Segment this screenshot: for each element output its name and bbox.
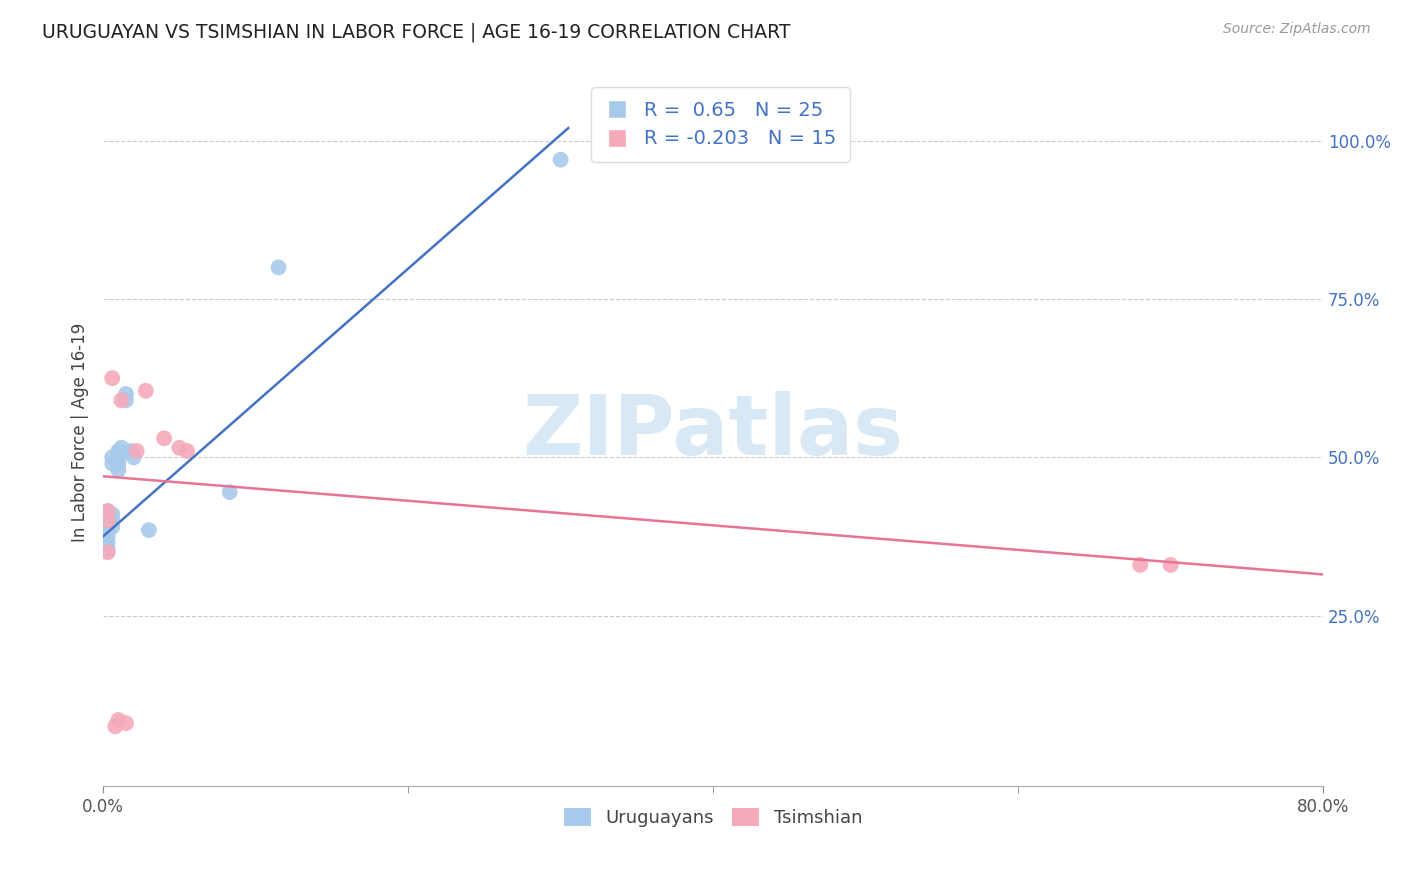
Point [101,371,124,385]
Point [97,542,120,557]
Point [97,529,120,543]
Y-axis label: In Labor Force | Age 16-19: In Labor Force | Age 16-19 [72,322,89,541]
Point [115,387,138,401]
Point [97,504,120,518]
Point [97,545,120,559]
Text: ZIPatlas: ZIPatlas [523,392,904,473]
Point [115,393,138,408]
Point [97,514,120,528]
Point [101,508,124,522]
Point [97,504,120,518]
Point [122,450,145,465]
Point [176,444,198,458]
Point [107,457,129,471]
Text: Source: ZipAtlas.com: Source: ZipAtlas.com [1223,22,1371,37]
Point [107,450,129,465]
Point [1160,558,1182,572]
Point [110,393,132,408]
Point [110,441,132,455]
Point [101,520,124,534]
Point [169,441,191,455]
Point [267,260,290,275]
Point [97,535,120,549]
Point [120,444,142,458]
Point [107,444,129,458]
Point [97,523,120,537]
Point [115,716,138,731]
Point [107,463,129,477]
Point [101,457,124,471]
Point [125,444,148,458]
Point [101,514,124,528]
Point [97,516,120,531]
Point [101,450,124,465]
Point [135,384,157,398]
Legend: Uruguayans, Tsimshian: Uruguayans, Tsimshian [557,800,869,834]
Point [153,431,176,445]
Point [550,153,572,167]
Text: URUGUAYAN VS TSIMSHIAN IN LABOR FORCE | AGE 16-19 CORRELATION CHART: URUGUAYAN VS TSIMSHIAN IN LABOR FORCE | … [42,22,790,42]
Point [138,523,160,537]
Point [218,485,240,500]
Point [97,510,120,524]
Point [1129,558,1152,572]
Point [104,719,127,733]
Point [107,713,129,727]
